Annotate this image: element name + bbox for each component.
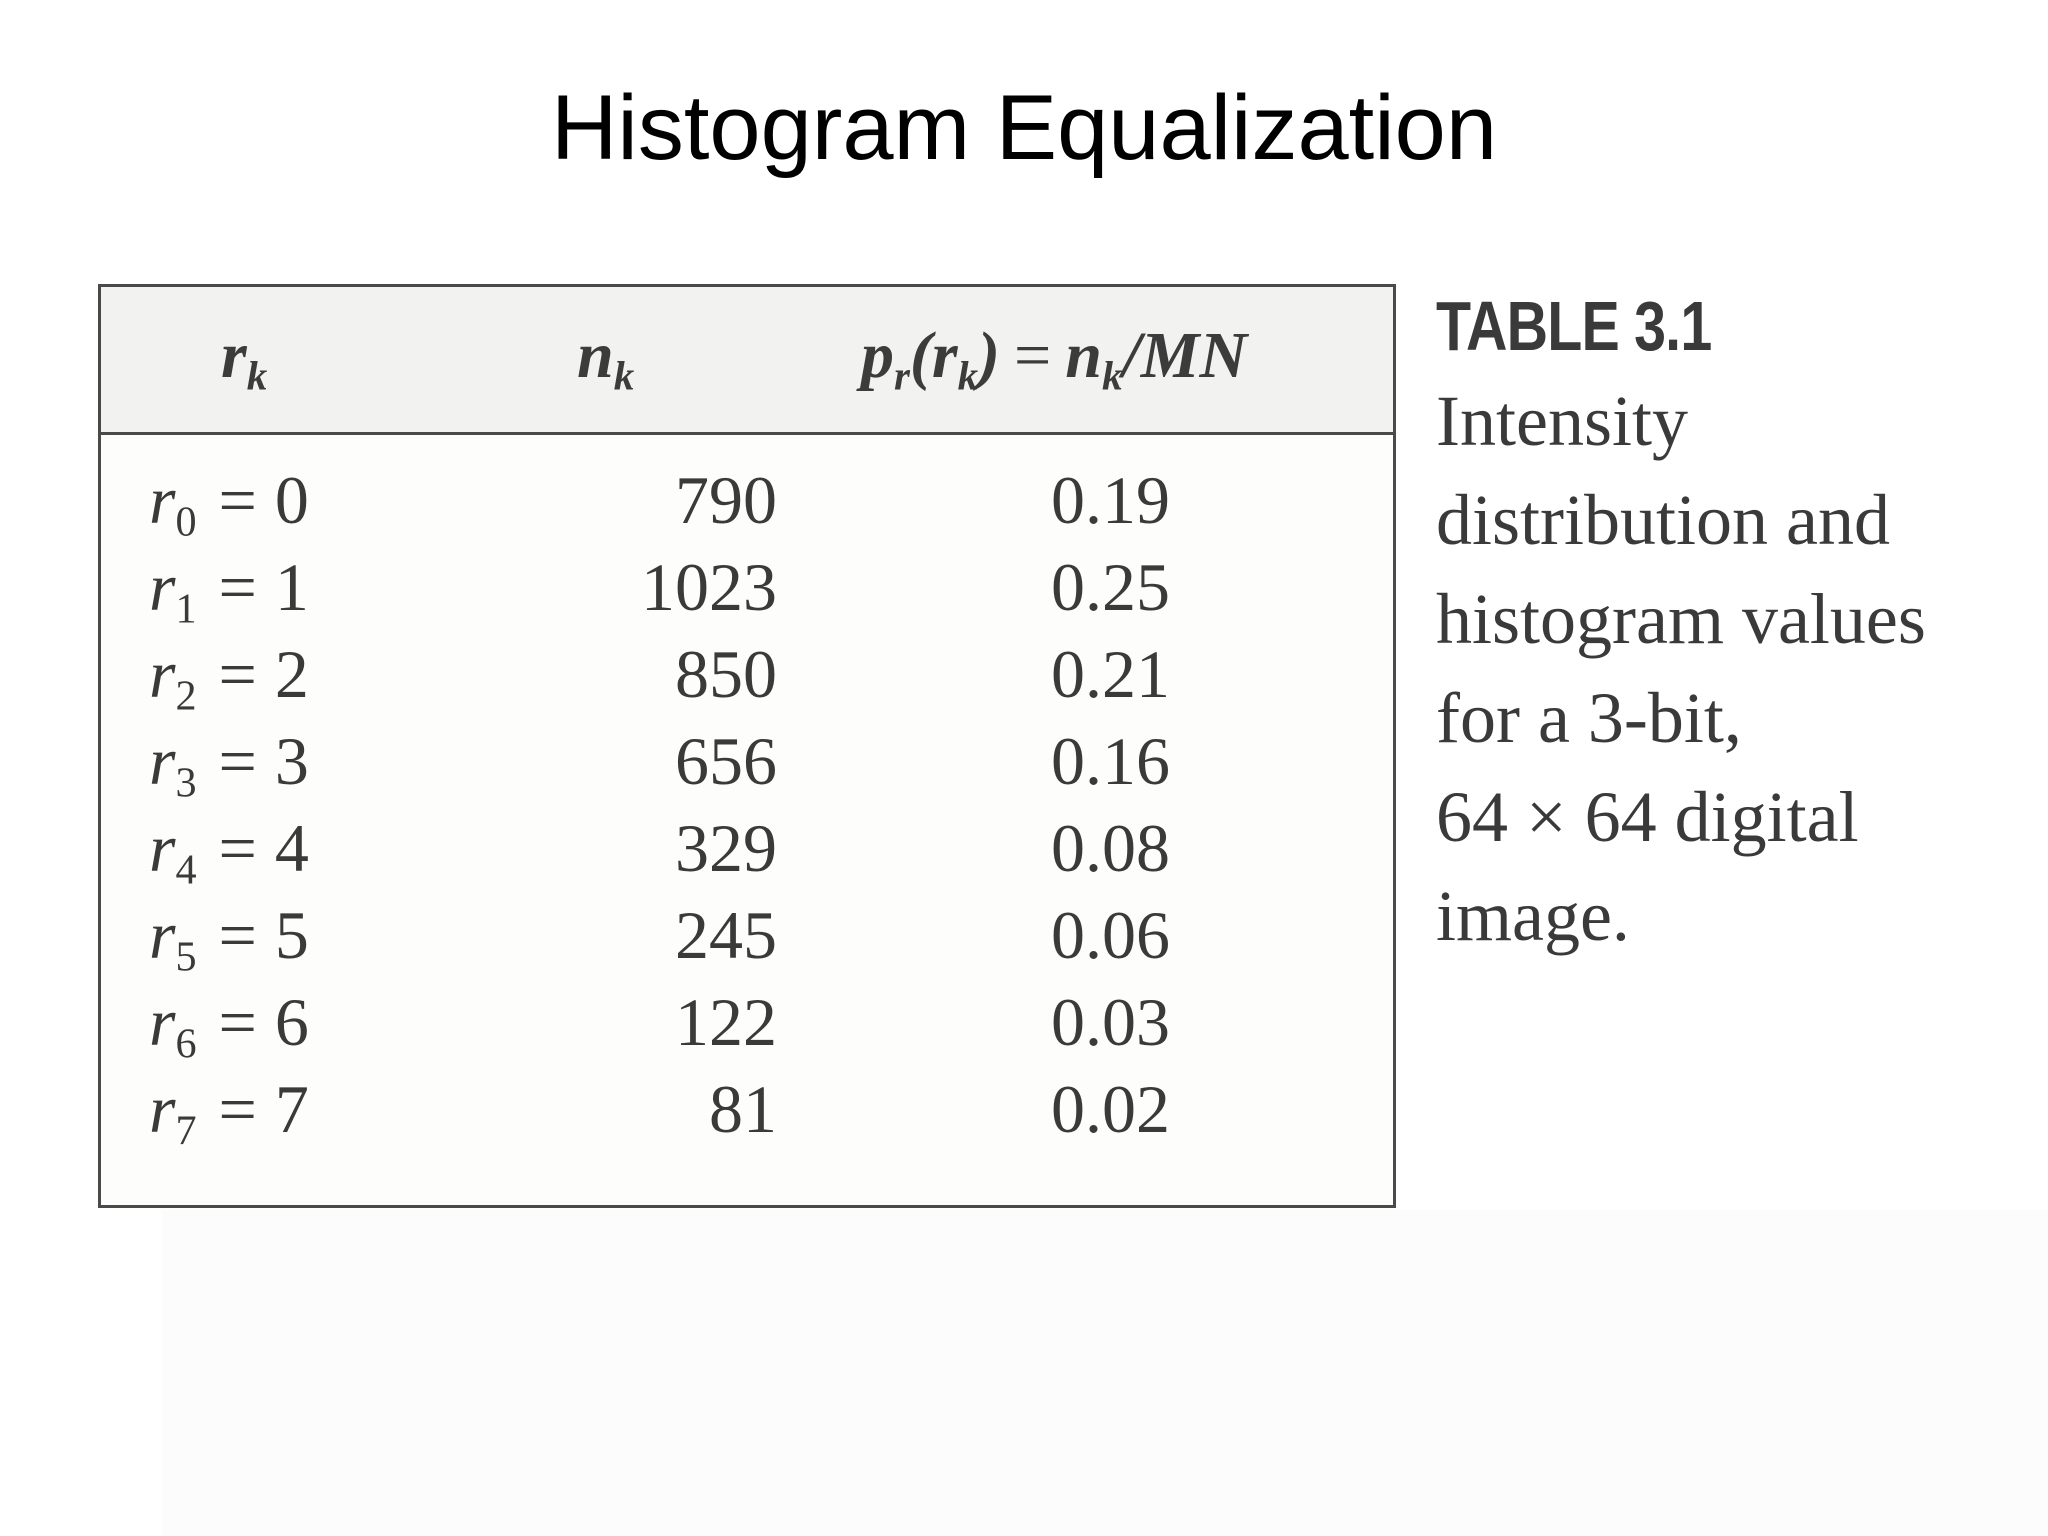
intensity-value: 7 — [274, 1071, 309, 1147]
caption-line: for a 3-bit, — [1436, 677, 1742, 758]
caption-label: TABLE 3.1 — [1436, 287, 1712, 365]
caption-line: Intensity — [1436, 380, 1688, 461]
caption-line: 64 × 64 digital — [1436, 776, 1859, 857]
header-p-arg-subscript: k — [957, 353, 979, 399]
table-header: rk nk pr(rk) = nk/MN — [101, 287, 1393, 435]
cell-probability: 0.19 — [1051, 462, 1170, 538]
header-nk-subscript: k — [613, 353, 635, 399]
equals-sign: = — [218, 897, 257, 973]
caption-line: distribution and — [1436, 479, 1890, 560]
table-row: r7 = 7 81 0.02 — [101, 1066, 1393, 1153]
intensity-subscript: 2 — [175, 672, 197, 720]
slide-background-shade — [162, 1210, 2048, 1536]
intensity-subscript: 6 — [175, 1020, 197, 1068]
equals-sign: = — [218, 810, 257, 886]
equals-sign: = — [218, 549, 257, 625]
cell-probability: 0.06 — [1051, 897, 1170, 973]
intensity-symbol: r — [149, 636, 176, 712]
cell-probability: 0.25 — [1051, 549, 1170, 625]
intensity-value: 2 — [274, 636, 309, 712]
intensity-value: 1 — [274, 549, 309, 625]
equals-sign: = — [218, 636, 257, 712]
cell-probability: 0.03 — [1051, 984, 1170, 1060]
table-row: r4 = 4 329 0.08 — [101, 805, 1393, 892]
header-p-arg-symbol: r — [931, 319, 958, 392]
cell-intensity: r3 = 3 — [149, 718, 309, 805]
header-rk-subscript: k — [246, 353, 268, 399]
header-equals: = — [1014, 319, 1052, 392]
intensity-symbol: r — [149, 723, 176, 799]
header-probability: pr(rk) = nk/MN — [861, 319, 1248, 399]
header-rhs-symbol: n — [1065, 319, 1102, 392]
equals-sign: = — [218, 1071, 257, 1147]
cell-count: 81 — [709, 1071, 777, 1147]
header-rk-symbol: r — [221, 319, 247, 392]
caption-line: image. — [1436, 875, 1630, 956]
header-nk: nk — [577, 323, 634, 397]
intensity-subscript: 1 — [175, 585, 197, 633]
cell-count: 122 — [675, 984, 777, 1060]
table-row: r5 = 5 245 0.06 — [101, 892, 1393, 979]
table-row: r0 = 0 790 0.19 — [101, 457, 1393, 544]
cell-count: 329 — [675, 810, 777, 886]
cell-count: 850 — [675, 636, 777, 712]
table-row: r3 = 3 656 0.16 — [101, 718, 1393, 805]
header-nk-symbol: n — [577, 319, 614, 392]
intensity-symbol: r — [149, 897, 176, 973]
header-p-symbol: p — [861, 319, 894, 392]
slide-title: Histogram Equalization — [550, 77, 1497, 179]
intensity-table: rk nk pr(rk) = nk/MN r0 = 0 790 0.19 r1 = 1 10… — [98, 284, 1396, 1208]
cell-count: 656 — [675, 723, 777, 799]
cell-intensity: r5 = 5 — [149, 892, 309, 979]
cell-probability: 0.02 — [1051, 1071, 1170, 1147]
table-row: r6 = 6 122 0.03 — [101, 979, 1393, 1066]
cell-count: 1023 — [641, 549, 777, 625]
intensity-symbol: r — [149, 810, 176, 886]
cell-intensity: r1 = 1 — [149, 544, 309, 631]
equals-sign: = — [218, 984, 257, 1060]
intensity-subscript: 5 — [175, 933, 197, 981]
table-body: r0 = 0 790 0.19 r1 = 1 1023 0.25 r2 = 2 850 0.… — [101, 457, 1393, 1153]
cell-count: 245 — [675, 897, 777, 973]
cell-intensity: r2 = 2 — [149, 631, 309, 718]
intensity-symbol: r — [149, 984, 176, 1060]
intensity-value: 4 — [274, 810, 309, 886]
equals-sign: = — [218, 723, 257, 799]
intensity-value: 0 — [274, 462, 309, 538]
intensity-subscript: 0 — [175, 498, 197, 546]
cell-intensity: r6 = 6 — [149, 979, 309, 1066]
intensity-subscript: 3 — [175, 759, 197, 807]
table-row: r1 = 1 1023 0.25 — [101, 544, 1393, 631]
cell-intensity: r0 = 0 — [149, 457, 309, 544]
table-caption: TABLE 3.1 Intensity distribution and his… — [1436, 287, 2048, 966]
intensity-symbol: r — [149, 549, 176, 625]
header-rhs-denominator: /MN — [1122, 319, 1248, 392]
cell-intensity: r7 = 7 — [149, 1066, 309, 1153]
header-p-subscript: r — [894, 353, 910, 399]
intensity-subscript: 7 — [175, 1107, 197, 1155]
intensity-symbol: r — [149, 1071, 176, 1147]
intensity-symbol: r — [149, 462, 176, 538]
cell-intensity: r4 = 4 — [149, 805, 309, 892]
equals-sign: = — [218, 462, 257, 538]
table-row: r2 = 2 850 0.21 — [101, 631, 1393, 718]
intensity-value: 5 — [274, 897, 309, 973]
cell-count: 790 — [675, 462, 777, 538]
cell-probability: 0.16 — [1051, 723, 1170, 799]
cell-probability: 0.08 — [1051, 810, 1170, 886]
intensity-value: 6 — [274, 984, 309, 1060]
header-rk: rk — [221, 323, 267, 397]
caption-line: histogram values — [1436, 578, 1926, 659]
intensity-value: 3 — [274, 723, 309, 799]
cell-probability: 0.21 — [1051, 636, 1170, 712]
intensity-subscript: 4 — [175, 846, 197, 894]
header-rhs-subscript: k — [1101, 353, 1123, 399]
